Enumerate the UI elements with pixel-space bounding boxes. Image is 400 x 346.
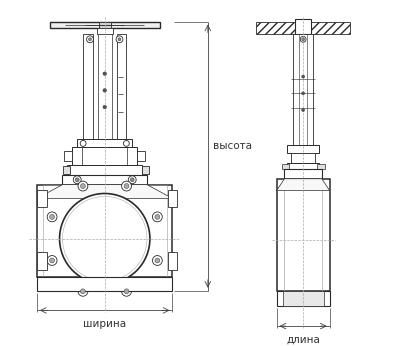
Bar — [43, 185, 167, 277]
Bar — [62, 175, 147, 185]
Circle shape — [80, 140, 86, 146]
Circle shape — [116, 36, 123, 43]
Bar — [168, 190, 178, 207]
Circle shape — [50, 215, 54, 219]
Bar — [37, 185, 172, 277]
Circle shape — [47, 212, 57, 222]
Circle shape — [302, 92, 305, 95]
Bar — [282, 291, 324, 307]
Circle shape — [103, 72, 106, 75]
Circle shape — [122, 286, 132, 296]
Circle shape — [103, 89, 106, 92]
Bar — [64, 151, 72, 161]
Bar — [137, 151, 145, 161]
Text: высота: высота — [213, 142, 252, 151]
Circle shape — [66, 199, 144, 278]
Circle shape — [88, 38, 92, 41]
Circle shape — [60, 193, 150, 284]
Bar — [277, 179, 330, 291]
Circle shape — [123, 140, 129, 146]
Circle shape — [78, 181, 88, 191]
Circle shape — [78, 286, 88, 296]
Circle shape — [62, 197, 147, 281]
Bar — [311, 21, 350, 34]
Circle shape — [80, 289, 85, 294]
Circle shape — [128, 176, 136, 184]
Circle shape — [47, 256, 57, 265]
Bar — [168, 253, 178, 270]
Bar — [256, 21, 295, 34]
Circle shape — [300, 36, 306, 42]
Bar — [282, 164, 289, 169]
Bar — [37, 253, 47, 270]
Bar — [295, 19, 311, 34]
Circle shape — [302, 109, 305, 111]
Text: длина: длина — [286, 335, 320, 345]
Circle shape — [152, 212, 162, 222]
Bar — [67, 165, 142, 175]
Bar — [77, 139, 132, 147]
Bar — [64, 166, 70, 174]
Circle shape — [118, 38, 121, 41]
Bar — [142, 166, 149, 174]
Bar — [288, 163, 319, 169]
Circle shape — [73, 176, 81, 184]
Circle shape — [124, 289, 129, 294]
Circle shape — [302, 75, 305, 78]
Bar — [37, 190, 47, 207]
Bar — [288, 145, 319, 153]
Circle shape — [80, 184, 85, 189]
Bar — [98, 34, 112, 139]
Bar — [116, 34, 126, 139]
Circle shape — [124, 184, 129, 189]
Bar — [50, 21, 160, 28]
Bar — [293, 34, 313, 145]
Bar — [317, 164, 325, 169]
Bar — [37, 277, 172, 291]
Circle shape — [75, 178, 79, 182]
Circle shape — [103, 105, 106, 109]
Circle shape — [155, 215, 160, 219]
Text: ширина: ширина — [83, 319, 126, 329]
Circle shape — [130, 178, 134, 182]
Polygon shape — [37, 185, 172, 198]
Bar — [284, 179, 322, 291]
Bar — [72, 147, 137, 165]
Circle shape — [50, 258, 54, 263]
Bar — [291, 153, 315, 163]
Polygon shape — [277, 179, 330, 191]
Circle shape — [122, 181, 132, 191]
Bar — [284, 169, 322, 179]
Bar — [83, 34, 93, 139]
Bar — [97, 28, 112, 34]
Circle shape — [302, 38, 305, 41]
Bar — [99, 21, 111, 28]
Circle shape — [155, 258, 160, 263]
Circle shape — [86, 36, 94, 43]
Circle shape — [152, 256, 162, 265]
Bar — [277, 291, 330, 307]
